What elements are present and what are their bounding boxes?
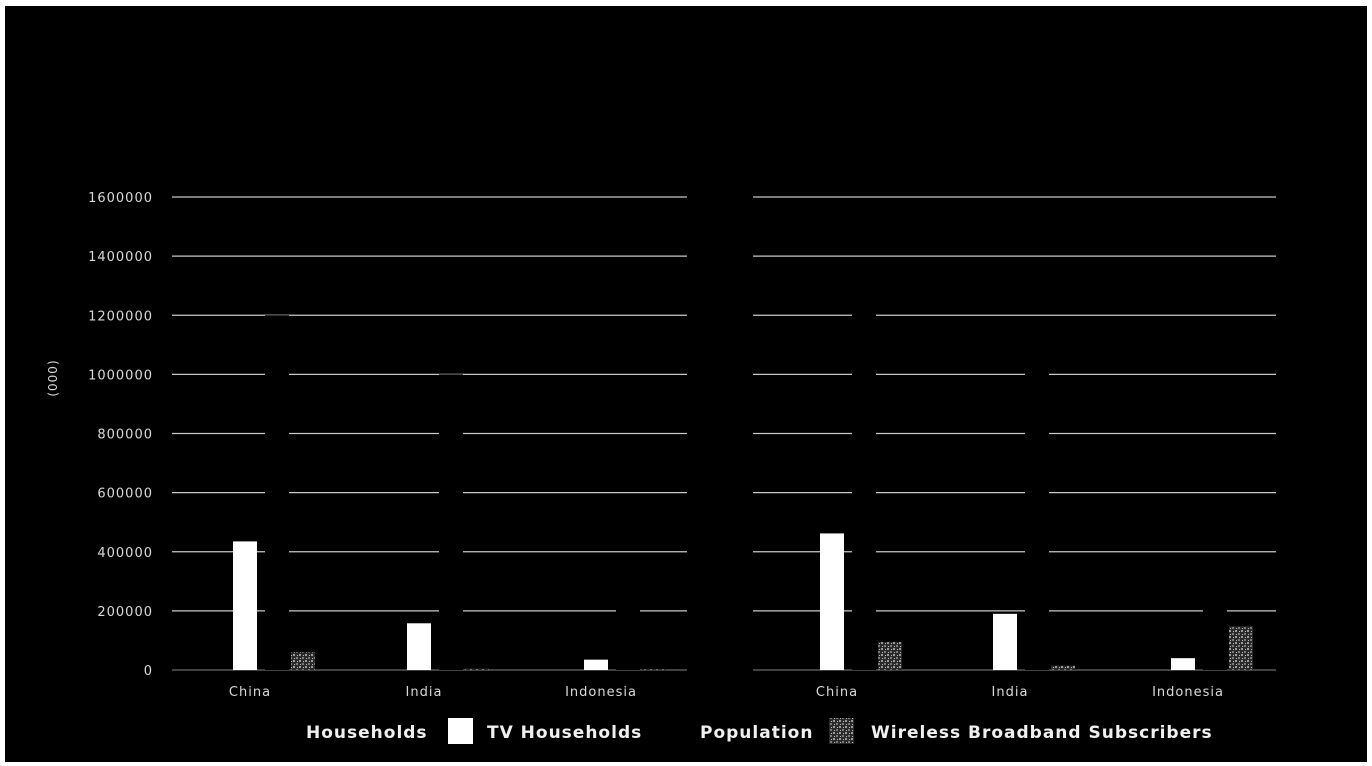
category-label: Indonesia	[565, 685, 637, 700]
category-label: India	[992, 685, 1029, 700]
y-axis-label: (000)	[46, 359, 60, 396]
bar-tv-households	[1171, 658, 1195, 670]
legend-population-label: Population	[700, 723, 813, 743]
category-label: China	[816, 685, 858, 700]
bar-tv-households	[993, 613, 1017, 670]
bar-population	[1025, 359, 1049, 670]
bar-wireless	[1229, 626, 1253, 670]
bar-population	[616, 604, 640, 670]
bar-wireless	[291, 652, 315, 670]
label-layer: 0 200000 400000 600000 800000 1000000 1200000 1…	[88, 191, 1224, 700]
y-tick-label: 200000	[97, 605, 153, 620]
category-label: Indonesia	[1152, 685, 1224, 700]
y-tick-label: 0	[144, 664, 153, 679]
y-tick-label: 1600000	[88, 191, 153, 206]
bar-tv-households	[820, 533, 844, 670]
y-tick-label: 600000	[97, 487, 153, 502]
legend-wireless-label: Wireless Broadband Subscribers	[871, 723, 1213, 743]
y-tick-label: 400000	[97, 546, 153, 561]
bar-population	[265, 315, 289, 670]
chart-canvas: 0 200000 400000 600000 800000 1000000 1200000 1…	[5, 6, 1367, 762]
category-label: India	[406, 685, 443, 700]
bar-wireless	[642, 669, 666, 671]
legend-tv-households-label: TV Households	[487, 723, 642, 743]
legend-tv-households-swatch	[448, 718, 473, 744]
bar-tv-households	[233, 541, 257, 670]
legend-wireless-swatch	[829, 718, 854, 744]
bar-wireless	[1051, 665, 1075, 670]
y-tick-label: 800000	[97, 428, 153, 443]
legend: Households TV Households Population Wire…	[306, 718, 1213, 744]
bar-tv-households	[584, 659, 608, 670]
legend-households-label: Households	[306, 723, 428, 743]
y-tick-label: 1200000	[88, 309, 153, 324]
grid-layer	[172, 196, 1276, 671]
y-tick-label: 1400000	[88, 250, 153, 265]
chart-svg: 0 200000 400000 600000 800000 1000000 1200000 1…	[46, 191, 1276, 744]
y-tick-label: 1000000	[88, 368, 153, 383]
bar-wireless	[878, 641, 902, 670]
bar-population	[852, 300, 876, 670]
bar-population	[1203, 599, 1227, 670]
bar-layer	[233, 300, 1253, 671]
bar-tv-households	[407, 623, 431, 670]
bar-wireless	[465, 668, 489, 670]
category-label: China	[229, 685, 271, 700]
bar-population	[439, 374, 463, 670]
